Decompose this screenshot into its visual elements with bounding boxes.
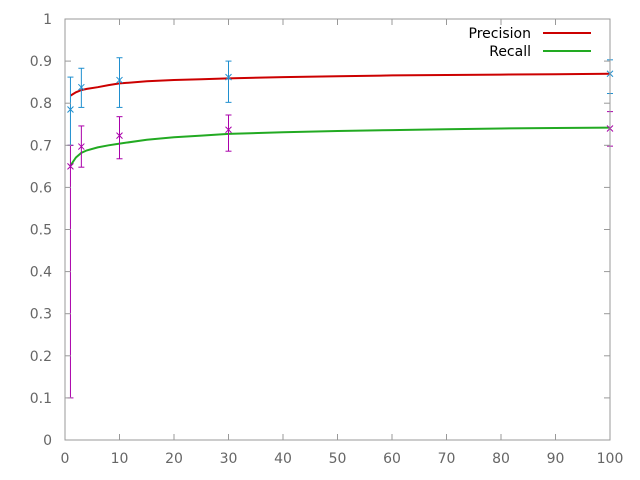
precision-line [69,72,611,97]
x-tick-label: 100 [597,451,624,467]
legend: Precision Recall [469,26,591,60]
precision-data-point [116,76,123,84]
recall-data-point [67,162,74,170]
recall-error-bars [67,111,614,399]
x-tick-label: 80 [492,451,510,467]
y-tick-label: 0.1 [30,391,52,407]
recall-data-point [116,132,123,139]
x-tick-label: 40 [274,451,292,467]
y-tick-label: 0.4 [30,265,52,281]
legend-label-precision: Precision [469,26,531,42]
precision-data-point [67,106,74,113]
precision-error-bars [67,57,614,146]
axis-ticks: 0 10 20 30 40 50 60 70 80 90 100 0 0.1 0.2 0.3 0.4 0.5 0.… [30,12,624,467]
plot-frame [64,18,611,441]
recall-line [69,126,611,167]
precision-data-point [225,73,232,81]
plot-marks [67,57,614,399]
x-tick-label: 50 [329,451,347,467]
y-tick-label: 1 [43,12,52,28]
x-tick-label: 30 [220,451,238,467]
y-tick-label: 0.5 [30,223,52,239]
y-tick-label: 0.7 [30,138,52,154]
legend-label-recall: Recall [489,44,531,60]
x-tick-label: 10 [111,451,129,467]
y-tick-label: 0.6 [30,180,52,196]
y-tick-label: 0.8 [30,96,52,112]
y-tick-label: 0.3 [30,307,52,323]
precision-data-point [77,83,85,91]
x-tick-label: 60 [383,451,401,467]
y-tick-label: 0 [43,433,52,449]
x-tick-label: 90 [547,451,565,467]
recall-data-point [77,143,85,150]
y-tick-label: 0.9 [30,54,52,70]
x-tick-label: 20 [165,451,183,467]
x-tick-label: 70 [438,451,456,467]
recall-data-point [225,126,232,134]
y-tick-label: 0.2 [30,349,52,365]
x-tick-label: 0 [61,451,70,467]
